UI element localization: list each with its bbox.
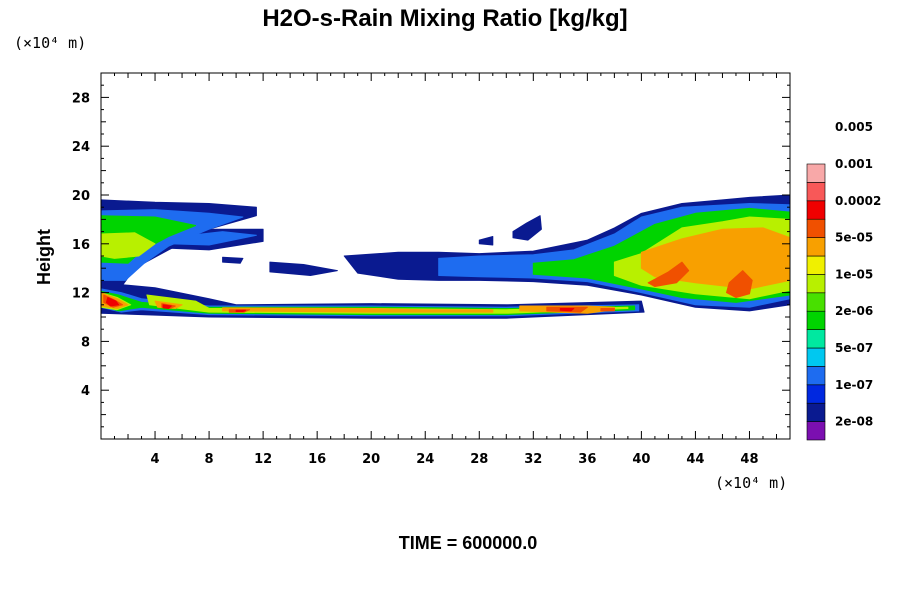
chart-title: H2O-s-Rain Mixing Ratio [kg/kg] [262,5,627,32]
y-tick-label: 16 [72,238,90,253]
colorbar-label: 0.0002 [835,194,881,208]
colorbar-label: 0.005 [835,120,873,134]
colorbar-swatch [806,384,826,404]
contour-region-level-12-1 [162,304,172,309]
x-tick-label: 20 [362,452,380,467]
x-tick-label: 8 [205,452,214,467]
y-tick-label: 12 [72,287,90,302]
colorbar-swatch [806,329,826,349]
colorbar-swatch [806,366,826,386]
contour-region-level-8-0 [101,232,156,259]
colorbar-swatch [806,402,826,422]
x-tick-label: 48 [740,452,758,467]
colorbar-swatch [806,218,826,238]
contour-region-level-10-2 [222,307,494,313]
colorbar-swatch [806,163,826,183]
contour-region-level-1-6 [478,236,494,246]
colorbar-label: 0.001 [835,157,873,171]
colorbar-swatch [806,421,826,441]
colorbar-swatch [806,292,826,312]
colorbar-swatch [806,347,826,367]
x-tick-label: 12 [254,452,272,467]
contour-region-level-11-4 [600,308,615,312]
colorbar-swatch [806,237,826,257]
y-tick-label: 28 [72,91,90,106]
contour-region-level-12-2 [235,309,247,312]
colorbar: 2e-08 1e-07 5e-07 2e-06 1e-05 5e-05 0.0002 0.00… [806,120,881,441]
x-tick-label: 28 [470,452,488,467]
colorbar-label: 5e-07 [835,341,873,355]
contour-region-level-3-2 [168,231,257,246]
colorbar-label: 1e-05 [835,267,873,281]
colorbar-label: 1e-07 [835,378,873,392]
x-tick-label: 36 [578,452,596,467]
colorbar-label: 5e-05 [835,231,873,245]
y-tick-label: 20 [72,189,90,204]
colorbar-label: 2e-06 [835,304,873,318]
colorbar-swatch [806,274,826,294]
contour-region-level-11-5 [647,261,690,287]
y-tick-label: 24 [72,140,90,155]
contour-region-level-1-5 [512,215,542,241]
x-tick-label: 44 [686,452,704,467]
colorbar-label: 2e-08 [835,415,873,429]
colorbar-swatch [806,182,826,202]
contour-region-level-12-0 [105,297,120,307]
contour-region-level-12-3 [559,308,575,312]
x-tick-label: 32 [524,452,542,467]
y-axis-unit: (×10⁴ m) [14,34,86,52]
contour-region-level-11-6 [726,270,753,298]
y-tick-label: 8 [81,335,90,350]
time-label: TIME = 600000.0 [399,533,538,553]
x-tick-label: 4 [151,452,160,467]
colorbar-swatch [806,255,826,275]
y-axis-label: Height [34,229,54,285]
plot-area [101,73,790,439]
x-tick-label: 24 [416,452,434,467]
y-tick-label: 4 [81,384,90,399]
colorbar-swatch [806,310,826,330]
x-tick-label: 16 [308,452,326,467]
x-axis-unit: (×10⁴ m) [715,474,787,492]
contour-region-level-1-3 [269,261,338,276]
x-tick-label: 40 [632,452,650,467]
contour-region-level-1-4 [222,256,244,264]
colorbar-swatch [806,200,826,220]
